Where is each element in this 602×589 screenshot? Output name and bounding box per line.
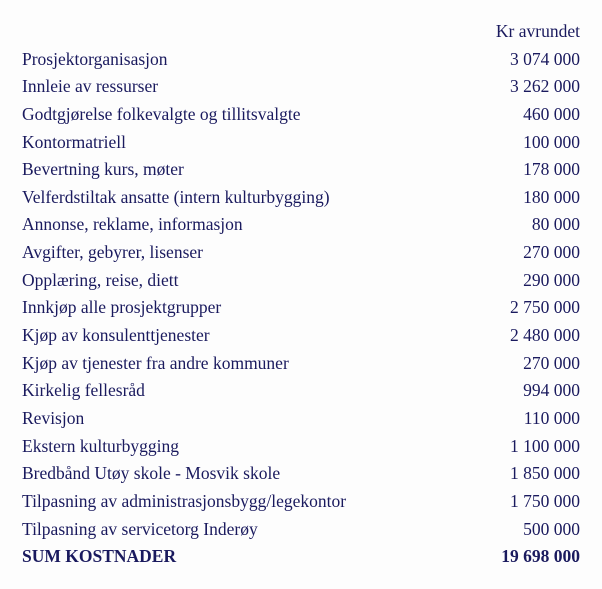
row-value: 110 000 bbox=[460, 405, 580, 433]
row-label: Bevertning kurs, møter bbox=[22, 156, 460, 184]
row-value: 100 000 bbox=[460, 129, 580, 157]
table-row: Prosjektorganisasjon3 074 000 bbox=[22, 46, 580, 74]
row-label: Opplæring, reise, diett bbox=[22, 267, 460, 295]
row-label: Innkjøp alle prosjektgrupper bbox=[22, 294, 460, 322]
table-row: Velferdstiltak ansatte (intern kulturbyg… bbox=[22, 184, 580, 212]
row-value: 2 480 000 bbox=[460, 322, 580, 350]
row-value: 178 000 bbox=[460, 156, 580, 184]
row-label: Bredbånd Utøy skole - Mosvik skole bbox=[22, 460, 460, 488]
table-header: . Kr avrundet bbox=[22, 18, 580, 46]
row-label: Kirkelig fellesråd bbox=[22, 377, 460, 405]
row-value: 80 000 bbox=[460, 211, 580, 239]
row-label: Velferdstiltak ansatte (intern kulturbyg… bbox=[22, 184, 460, 212]
total-label: SUM KOSTNADER bbox=[22, 543, 460, 571]
row-value: 2 750 000 bbox=[460, 294, 580, 322]
row-value: 1 850 000 bbox=[460, 460, 580, 488]
row-label: Kjøp av konsulenttjenester bbox=[22, 322, 460, 350]
cost-table: . Kr avrundet Prosjektorganisasjon3 074 … bbox=[22, 18, 580, 571]
row-label: Revisjon bbox=[22, 405, 460, 433]
row-value: 290 000 bbox=[460, 267, 580, 295]
row-value: 1 750 000 bbox=[460, 488, 580, 516]
row-label: Kjøp av tjenester fra andre kommuner bbox=[22, 350, 460, 378]
row-value: 3 262 000 bbox=[460, 73, 580, 101]
table-row: Bredbånd Utøy skole - Mosvik skole1 850 … bbox=[22, 460, 580, 488]
table-row: Ekstern kulturbygging1 100 000 bbox=[22, 433, 580, 461]
row-value: 460 000 bbox=[460, 101, 580, 129]
table-row: Kjøp av tjenester fra andre kommuner270 … bbox=[22, 350, 580, 378]
row-value: 1 100 000 bbox=[460, 433, 580, 461]
table-row: Revisjon110 000 bbox=[22, 405, 580, 433]
table-row: Tilpasning av administrasjonsbygg/legeko… bbox=[22, 488, 580, 516]
table-row: Godtgjørelse folkevalgte og tillitsvalgt… bbox=[22, 101, 580, 129]
table-row: Kjøp av konsulenttjenester2 480 000 bbox=[22, 322, 580, 350]
row-label: Avgifter, gebyrer, lisenser bbox=[22, 239, 460, 267]
row-value: 994 000 bbox=[460, 377, 580, 405]
header-value-label: Kr avrundet bbox=[460, 18, 580, 46]
table-row: Kirkelig fellesråd994 000 bbox=[22, 377, 580, 405]
total-row: SUM KOSTNADER 19 698 000 bbox=[22, 543, 580, 571]
row-label: Annonse, reklame, informasjon bbox=[22, 211, 460, 239]
table-row: Kontormatriell100 000 bbox=[22, 129, 580, 157]
table-row: Avgifter, gebyrer, lisenser270 000 bbox=[22, 239, 580, 267]
table-row: Bevertning kurs, møter178 000 bbox=[22, 156, 580, 184]
table-row: Innleie av ressurser3 262 000 bbox=[22, 73, 580, 101]
total-value: 19 698 000 bbox=[460, 543, 580, 571]
table-row: Opplæring, reise, diett290 000 bbox=[22, 267, 580, 295]
table-row: Annonse, reklame, informasjon80 000 bbox=[22, 211, 580, 239]
row-label: Innleie av ressurser bbox=[22, 73, 460, 101]
row-value: 270 000 bbox=[460, 239, 580, 267]
row-value: 270 000 bbox=[460, 350, 580, 378]
row-label: Ekstern kulturbygging bbox=[22, 433, 460, 461]
table-row: Innkjøp alle prosjektgrupper2 750 000 bbox=[22, 294, 580, 322]
row-value: 180 000 bbox=[460, 184, 580, 212]
row-label: Tilpasning av administrasjonsbygg/legeko… bbox=[22, 488, 460, 516]
row-label: Kontormatriell bbox=[22, 129, 460, 157]
row-label: Godtgjørelse folkevalgte og tillitsvalgt… bbox=[22, 101, 460, 129]
row-label: Tilpasning av servicetorg Inderøy bbox=[22, 516, 460, 544]
table-row: Tilpasning av servicetorg Inderøy500 000 bbox=[22, 516, 580, 544]
row-label: Prosjektorganisasjon bbox=[22, 46, 460, 74]
row-value: 500 000 bbox=[460, 516, 580, 544]
row-value: 3 074 000 bbox=[460, 46, 580, 74]
